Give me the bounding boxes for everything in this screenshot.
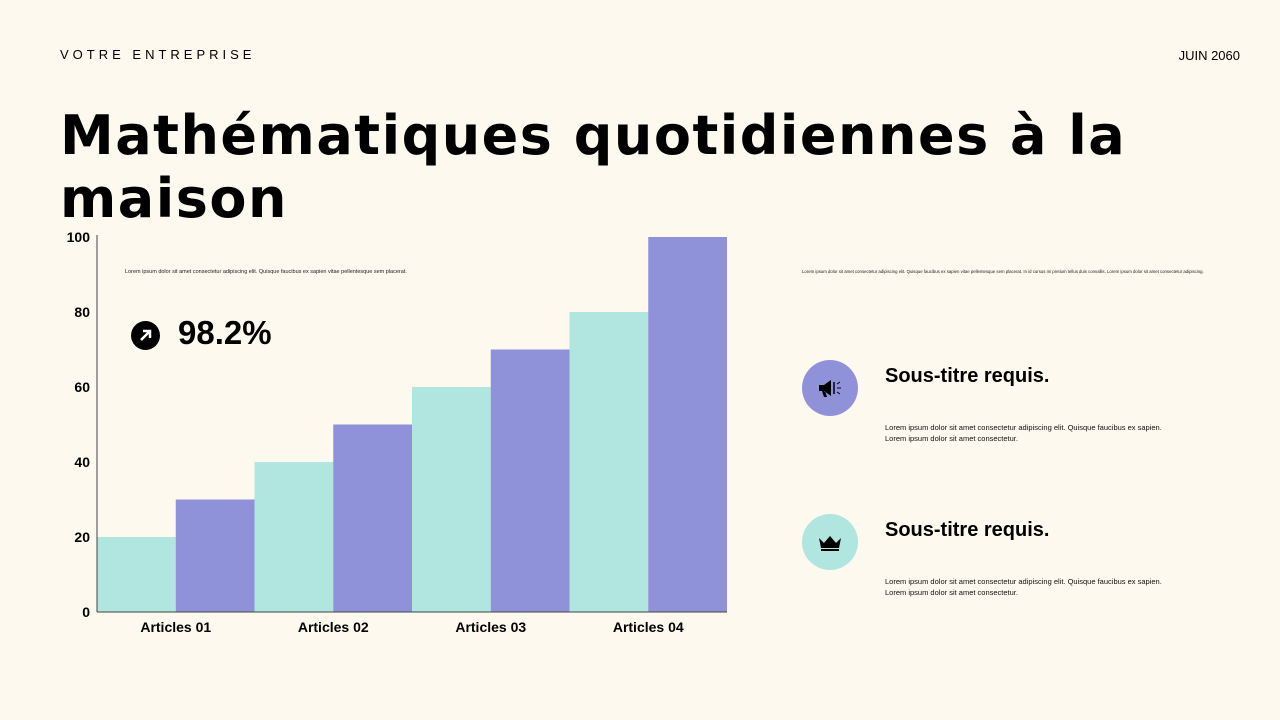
feature-text-line: Lorem ipsum dolor sit amet consectetur. bbox=[885, 588, 1018, 597]
x-tick-label: Articles 03 bbox=[455, 619, 526, 635]
bar bbox=[175, 499, 255, 612]
megaphone-icon bbox=[802, 360, 858, 416]
x-tick-label: Articles 04 bbox=[613, 619, 684, 635]
crown-icon bbox=[802, 514, 858, 570]
y-tick-label: 0 bbox=[82, 604, 90, 620]
y-tick-label: 80 bbox=[74, 304, 90, 320]
feature-text: Lorem ipsum dolor sit amet consectetur a… bbox=[885, 422, 1162, 444]
bar-chart: Articles 01 Articles 02 Articles 03 Article… bbox=[67, 229, 727, 635]
y-tick-label: 40 bbox=[74, 454, 90, 470]
feature-text: Lorem ipsum dolor sit amet consectetur a… bbox=[885, 576, 1162, 598]
feature-text-line: Lorem ipsum dolor sit amet consectetur a… bbox=[885, 577, 1162, 586]
chart-note: Lorem ipsum dolor sit amet consectetur a… bbox=[125, 269, 407, 275]
bar bbox=[490, 349, 570, 612]
bar bbox=[648, 237, 727, 612]
bar bbox=[333, 424, 412, 612]
stat-value: 98.2% bbox=[178, 314, 272, 351]
feature-title: Sous-titre requis. bbox=[885, 365, 1050, 387]
bar bbox=[97, 537, 176, 612]
company-name: VOTRE ENTREPRISE bbox=[60, 47, 256, 62]
feature-text-line: Lorem ipsum dolor sit amet consectetur a… bbox=[885, 423, 1162, 432]
date: JUIN 2060 bbox=[1178, 48, 1240, 63]
bar bbox=[569, 312, 649, 612]
y-tick-label: 20 bbox=[74, 529, 90, 545]
feature-text-line: Lorem ipsum dolor sit amet consectetur. bbox=[885, 434, 1018, 443]
page-title: Mathématiques quotidiennes à la maison bbox=[60, 104, 1127, 230]
bar bbox=[254, 462, 334, 612]
arrow-up-right-icon bbox=[131, 321, 160, 350]
bar bbox=[412, 387, 491, 612]
x-tick-label: Articles 01 bbox=[140, 619, 211, 635]
y-tick-label: 100 bbox=[67, 229, 91, 245]
x-tick-label: Articles 02 bbox=[298, 619, 369, 635]
feature-title: Sous-titre requis. bbox=[885, 519, 1050, 541]
right-note: Lorem ipsum dolor sit amet consectetur a… bbox=[802, 269, 1204, 274]
y-tick-label: 60 bbox=[74, 379, 90, 395]
